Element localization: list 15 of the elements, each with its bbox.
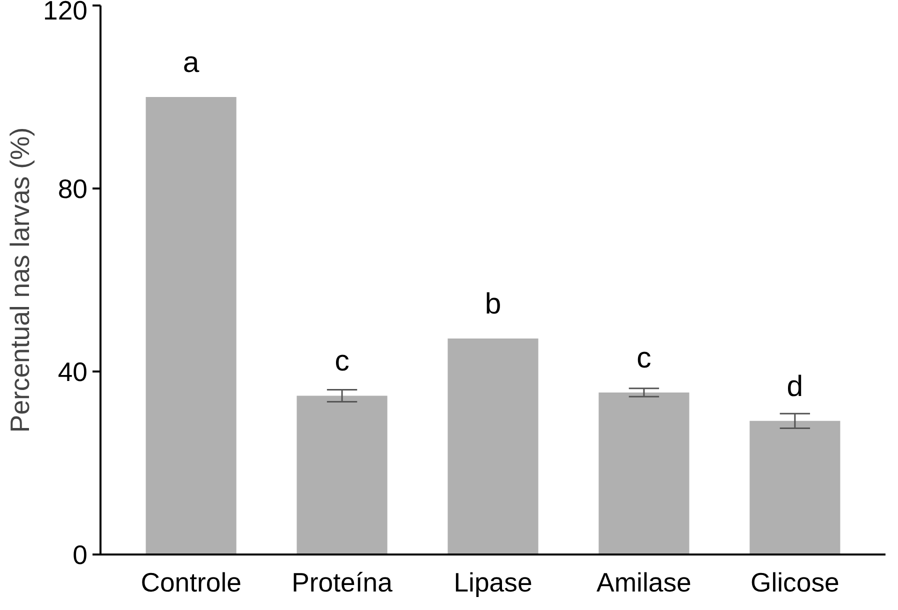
annotation: d — [786, 370, 804, 403]
annotation: c — [636, 342, 652, 375]
x-tick-label: Glicose — [750, 568, 840, 598]
y-tick-label: 80 — [58, 174, 88, 204]
x-tick-label: Controle — [140, 568, 242, 598]
annotation: c — [334, 344, 350, 378]
y-tick-label: 120 — [43, 0, 88, 26]
x-tick-label: Amilase — [596, 568, 692, 598]
x-tick-label: Lipase — [454, 568, 532, 598]
annotation: a — [182, 46, 200, 79]
y-tick-label: 40 — [58, 357, 88, 387]
annotation: b — [484, 288, 502, 321]
x-tick-label: Proteína — [292, 568, 393, 598]
y-axis-title: Percentual nas larvas (%) — [5, 127, 36, 433]
y-tick-label: 0 — [72, 540, 88, 570]
